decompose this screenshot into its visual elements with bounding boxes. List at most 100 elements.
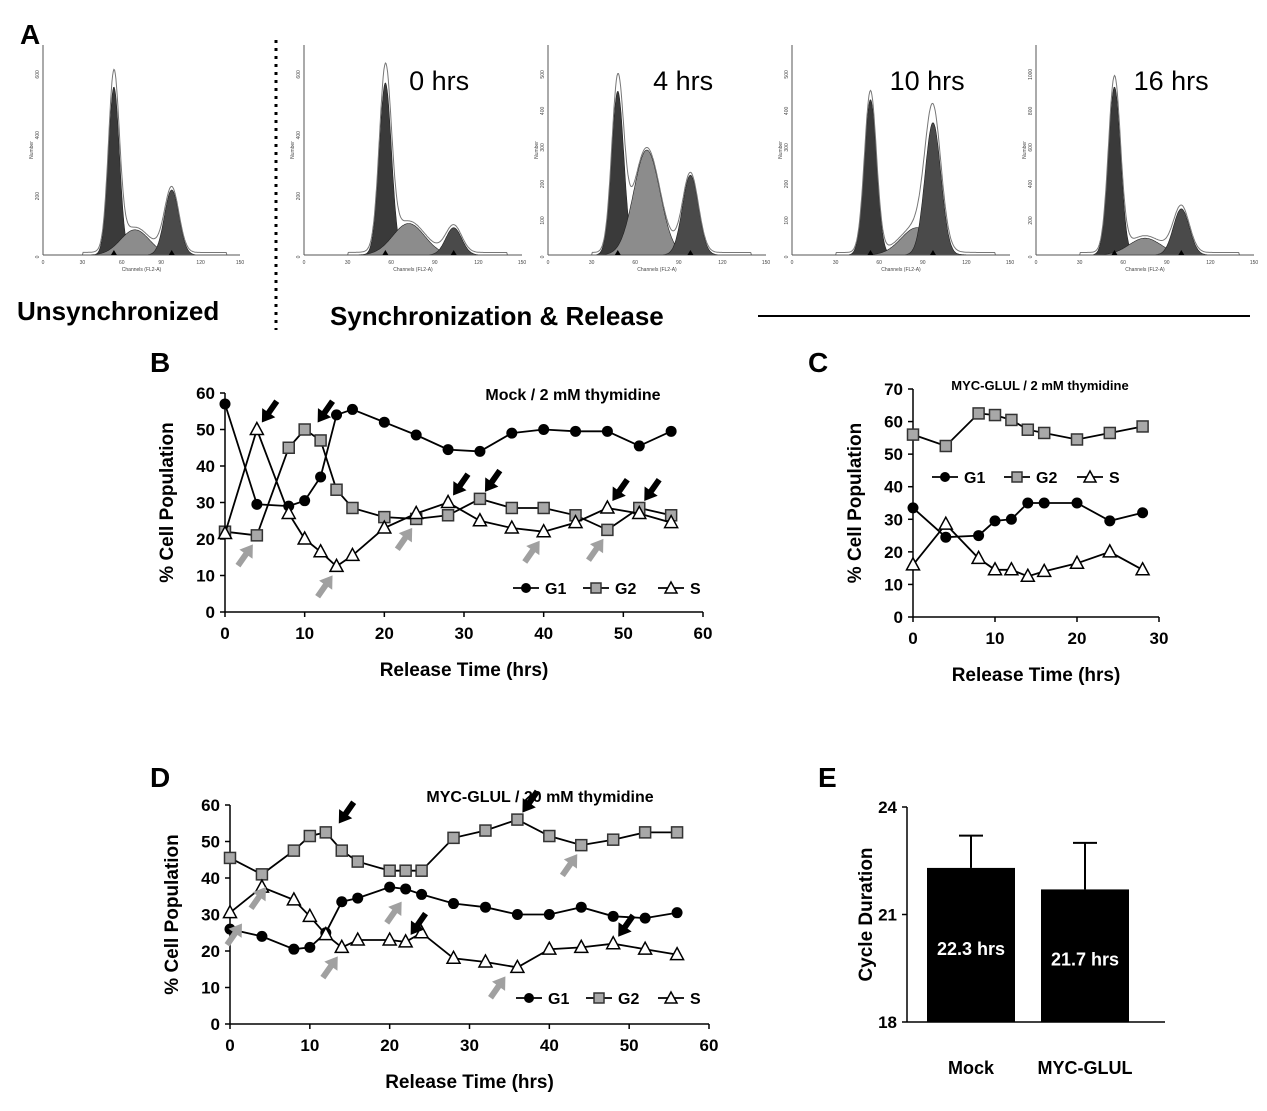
g2-point [255,868,269,881]
x-tick-label: 30 [1150,629,1169,648]
s-point [938,515,954,530]
gray-arrow [586,538,604,562]
s-point [286,891,302,906]
x-tick-label: 40 [540,1036,559,1055]
g1-point [1005,513,1017,525]
x-tick-label: 30 [345,260,351,266]
s-point [334,938,350,954]
x-axis-title: Channels (FL2-A) [393,267,433,273]
s-point [1102,543,1118,558]
g2-peak [421,227,486,256]
s-point [445,949,462,965]
legend-label-s: S [1109,470,1120,487]
x-tick-label: 30 [80,260,86,266]
g2-point [314,434,327,447]
g1-point [315,471,327,483]
histogram-envelope [792,89,1010,256]
g2-point [383,864,396,877]
g2-point [351,855,364,868]
g1-point [989,515,1001,527]
g2-point [1136,420,1149,433]
x-tick-label: 30 [589,260,595,266]
chart-title: Mock / 2 mM thymidine [485,387,660,404]
g2-peak [658,174,723,256]
black-arrow [410,911,429,935]
g2-point [939,439,953,453]
y-tick-label: 21 [878,906,897,925]
x-axis-title: Channels (FL2-A) [1125,267,1165,273]
g2-point [287,844,301,857]
x-tick-label: 90 [158,260,164,266]
y-tick-label: 500 [540,70,546,79]
time-label: 4 hrs [653,66,713,96]
g2-point [1037,426,1051,440]
y-tick-label: 50 [884,445,903,464]
chart-title: MYC-GLUL / 2 mM thymidine [951,378,1128,393]
x-tick-label: 150 [1006,260,1015,266]
y-tick-label: 50 [196,421,215,440]
x-tick-label: 60 [632,260,638,266]
g1-point [665,425,677,437]
black-arrow [484,468,503,492]
g2-point [543,829,556,843]
s-point [397,933,414,948]
g2-peak [1149,208,1214,256]
legend-s-marker [663,990,679,1004]
g2-point [298,423,311,436]
gray-arrow [559,854,578,878]
x-tick-label: 20 [375,624,394,643]
g2-point [511,813,524,826]
y-tick-label: 600 [1028,143,1034,152]
black-arrow [612,477,630,501]
x-tick-label: 60 [119,260,125,266]
s-point [344,546,361,562]
s-point [663,514,679,529]
x-tick-label: 50 [620,1036,639,1055]
x-tick-label: 0 [547,260,550,266]
chart-title: MYC-GLUL / 20 mM thymidine [426,789,653,806]
g1-point [671,907,683,919]
series-g2 [906,407,1149,453]
g2-point [505,501,519,515]
g1-point [1038,497,1050,509]
g1-point [940,531,952,543]
y-axis-label: % Cell Population [162,834,183,994]
g2-point [319,826,333,839]
g2-point [601,523,614,537]
x-axis-label: Release Time (hrs) [380,660,549,681]
y-tick-label: 20 [196,530,215,549]
y-tick-label: 0 [35,255,41,258]
x-tick-label: 20 [1068,629,1087,648]
chart-e: 18 21 24 Cycle Duration 22.3 hrs Mock 21.7 hrs… [856,798,1165,1078]
y-axis-label: % Cell Population [845,423,866,583]
x-tick-label: 40 [534,624,553,643]
y-tick-label: 30 [201,906,220,925]
s-point [408,504,424,520]
bar-data-label: 22.3 hrs [937,939,1005,959]
s-point [222,904,238,919]
y-tick-label: 0 [296,255,302,258]
x-tick-label: 60 [1120,260,1126,266]
chart-d: 0 10 20 30 40 50 60 0 10 20 30 40 50 60 Release Time (… [162,789,718,1093]
y-tick-label: 400 [540,107,546,116]
g2-point [282,441,295,454]
x-tick-label: 60 [694,624,713,643]
g1-point [973,530,985,542]
peak-marker [450,250,457,255]
g1-point [1022,497,1034,509]
gray-arrow [248,887,266,911]
g2-point [441,509,455,522]
y-tick-label: 30 [196,494,215,513]
g1-point [442,444,454,456]
legend-label-g1: G1 [964,470,985,487]
x-tick-label: 10 [295,624,314,643]
s-point [472,512,488,527]
black-arrow [618,913,636,937]
x-tick-label: 30 [1077,260,1083,266]
s-point [987,561,1003,576]
legend-g2-marker [590,582,602,594]
series-g1 [219,398,677,512]
y-axis-label: Cycle Duration [856,847,877,981]
x-tick-label: 50 [614,624,633,643]
bar-myc-glul [1041,889,1129,1022]
